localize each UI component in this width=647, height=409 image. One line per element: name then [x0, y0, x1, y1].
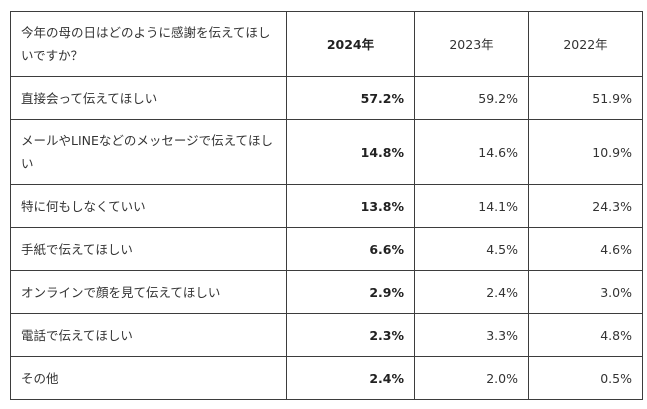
table-row: オンラインで顔を見て伝えてほしい 2.9% 2.4% 3.0% — [10, 270, 643, 314]
value-2023: 59.2% — [414, 76, 529, 120]
table-row: 電話で伝えてほしい 2.3% 3.3% 4.8% — [10, 313, 643, 357]
question-header: 今年の母の日はどのように感謝を伝えてほしいですか？ — [10, 11, 287, 77]
row-label: オンラインで顔を見て伝えてほしい — [10, 270, 287, 314]
table-row: メールやLINEなどのメッセージで伝えてほしい 14.8% 14.6% 10.9… — [10, 119, 643, 185]
table-header-row: 今年の母の日はどのように感謝を伝えてほしいですか？ 2024年 2023年 20… — [10, 11, 643, 77]
value-2022: 10.9% — [528, 119, 643, 185]
survey-results-table: 今年の母の日はどのように感謝を伝えてほしいですか？ 2024年 2023年 20… — [10, 11, 643, 400]
value-2022: 4.8% — [528, 313, 643, 357]
row-label: 電話で伝えてほしい — [10, 313, 287, 357]
table-row: 特に何もしなくていい 13.8% 14.1% 24.3% — [10, 184, 643, 228]
table-row: 手紙で伝えてほしい 6.6% 4.5% 4.6% — [10, 227, 643, 271]
value-2022: 24.3% — [528, 184, 643, 228]
column-header-2024: 2024年 — [286, 11, 415, 77]
value-2023: 14.1% — [414, 184, 529, 228]
value-2024: 2.4% — [286, 356, 415, 400]
row-label: 手紙で伝えてほしい — [10, 227, 287, 271]
value-2024: 2.9% — [286, 270, 415, 314]
row-label: 直接会って伝えてほしい — [10, 76, 287, 120]
value-2024: 14.8% — [286, 119, 415, 185]
value-2022: 0.5% — [528, 356, 643, 400]
value-2024: 6.6% — [286, 227, 415, 271]
row-label: メールやLINEなどのメッセージで伝えてほしい — [10, 119, 287, 185]
value-2024: 2.3% — [286, 313, 415, 357]
row-label: 特に何もしなくていい — [10, 184, 287, 228]
column-header-2023: 2023年 — [414, 11, 529, 77]
value-2023: 3.3% — [414, 313, 529, 357]
row-label: その他 — [10, 356, 287, 400]
value-2024: 57.2% — [286, 76, 415, 120]
value-2022: 51.9% — [528, 76, 643, 120]
value-2024: 13.8% — [286, 184, 415, 228]
column-header-2022: 2022年 — [528, 11, 643, 77]
value-2022: 4.6% — [528, 227, 643, 271]
value-2023: 14.6% — [414, 119, 529, 185]
table-row: 直接会って伝えてほしい 57.2% 59.2% 51.9% — [10, 76, 643, 120]
table-row: その他 2.4% 2.0% 0.5% — [10, 356, 643, 400]
value-2023: 2.4% — [414, 270, 529, 314]
value-2023: 4.5% — [414, 227, 529, 271]
value-2022: 3.0% — [528, 270, 643, 314]
value-2023: 2.0% — [414, 356, 529, 400]
